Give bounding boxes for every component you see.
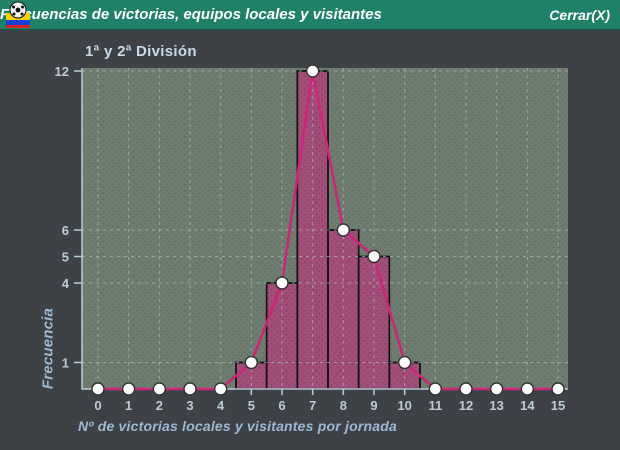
- y-tick-label: 1: [62, 356, 69, 371]
- x-tick-labels: 0 1 2 3 4 5 6 7 8 9 10 11 12 13 14 15: [94, 398, 565, 413]
- x-tick-label: 8: [340, 398, 347, 413]
- window-title: Frecuencias de victorias, equipos locale…: [0, 6, 382, 23]
- frequency-markers: [91, 64, 565, 396]
- soccer-ball-flag-icon: [6, 1, 30, 28]
- data-point-marker: [459, 382, 473, 396]
- y-tick-label: 5: [62, 250, 69, 265]
- y-tick-label: 12: [55, 64, 69, 79]
- x-tick-label: 9: [370, 398, 377, 413]
- x-tick-label: 13: [489, 398, 503, 413]
- data-point-marker: [275, 276, 289, 290]
- data-point-marker: [183, 382, 197, 396]
- close-button[interactable]: Cerrar(X): [549, 6, 610, 23]
- x-tick-label: 1: [125, 398, 132, 413]
- data-point-marker: [520, 382, 535, 396]
- frequency-line: [98, 69, 558, 391]
- x-tick-label: 10: [397, 398, 411, 413]
- data-point-marker: [428, 382, 443, 396]
- data-point-marker: [336, 223, 351, 237]
- y-tick-label: 4: [62, 276, 70, 291]
- data-point-marker: [367, 249, 381, 264]
- data-point-marker: [152, 382, 167, 396]
- x-tick-label: 12: [459, 398, 473, 413]
- x-tick-label: 5: [248, 398, 255, 413]
- x-tick-label: 0: [94, 398, 101, 413]
- x-tick-label: 14: [520, 398, 535, 413]
- data-point-marker: [397, 355, 412, 370]
- gridlines: [82, 68, 568, 389]
- data-point-marker: [121, 382, 136, 396]
- data-point-marker: [244, 355, 259, 370]
- x-tick-label: 11: [428, 398, 442, 413]
- x-axis-title: Nº de victorias locales y visitantes por…: [78, 418, 397, 434]
- x-tick-label: 7: [309, 398, 316, 413]
- x-tick-label: 2: [156, 398, 163, 413]
- x-tick-label: 15: [551, 398, 565, 413]
- histogram-bar: [327, 229, 360, 390]
- x-tick-label: 4: [217, 398, 225, 413]
- y-axis-title: Frecuencia: [39, 307, 57, 390]
- data-point-marker: [213, 382, 228, 396]
- y-tick-labels: 1 4 5 6 12: [55, 64, 70, 371]
- x-tick-label: 6: [278, 398, 285, 413]
- window-titlebar[interactable]: Frecuencias de victorias, equipos locale…: [0, 0, 620, 30]
- chart-title: 1ª y 2ª División: [85, 43, 197, 60]
- data-point-marker: [305, 64, 320, 78]
- data-point-marker: [91, 382, 105, 396]
- x-tick-label: 3: [186, 398, 193, 413]
- y-tick-label: 6: [62, 223, 69, 238]
- data-point-marker: [489, 382, 504, 396]
- data-point-marker: [551, 382, 565, 396]
